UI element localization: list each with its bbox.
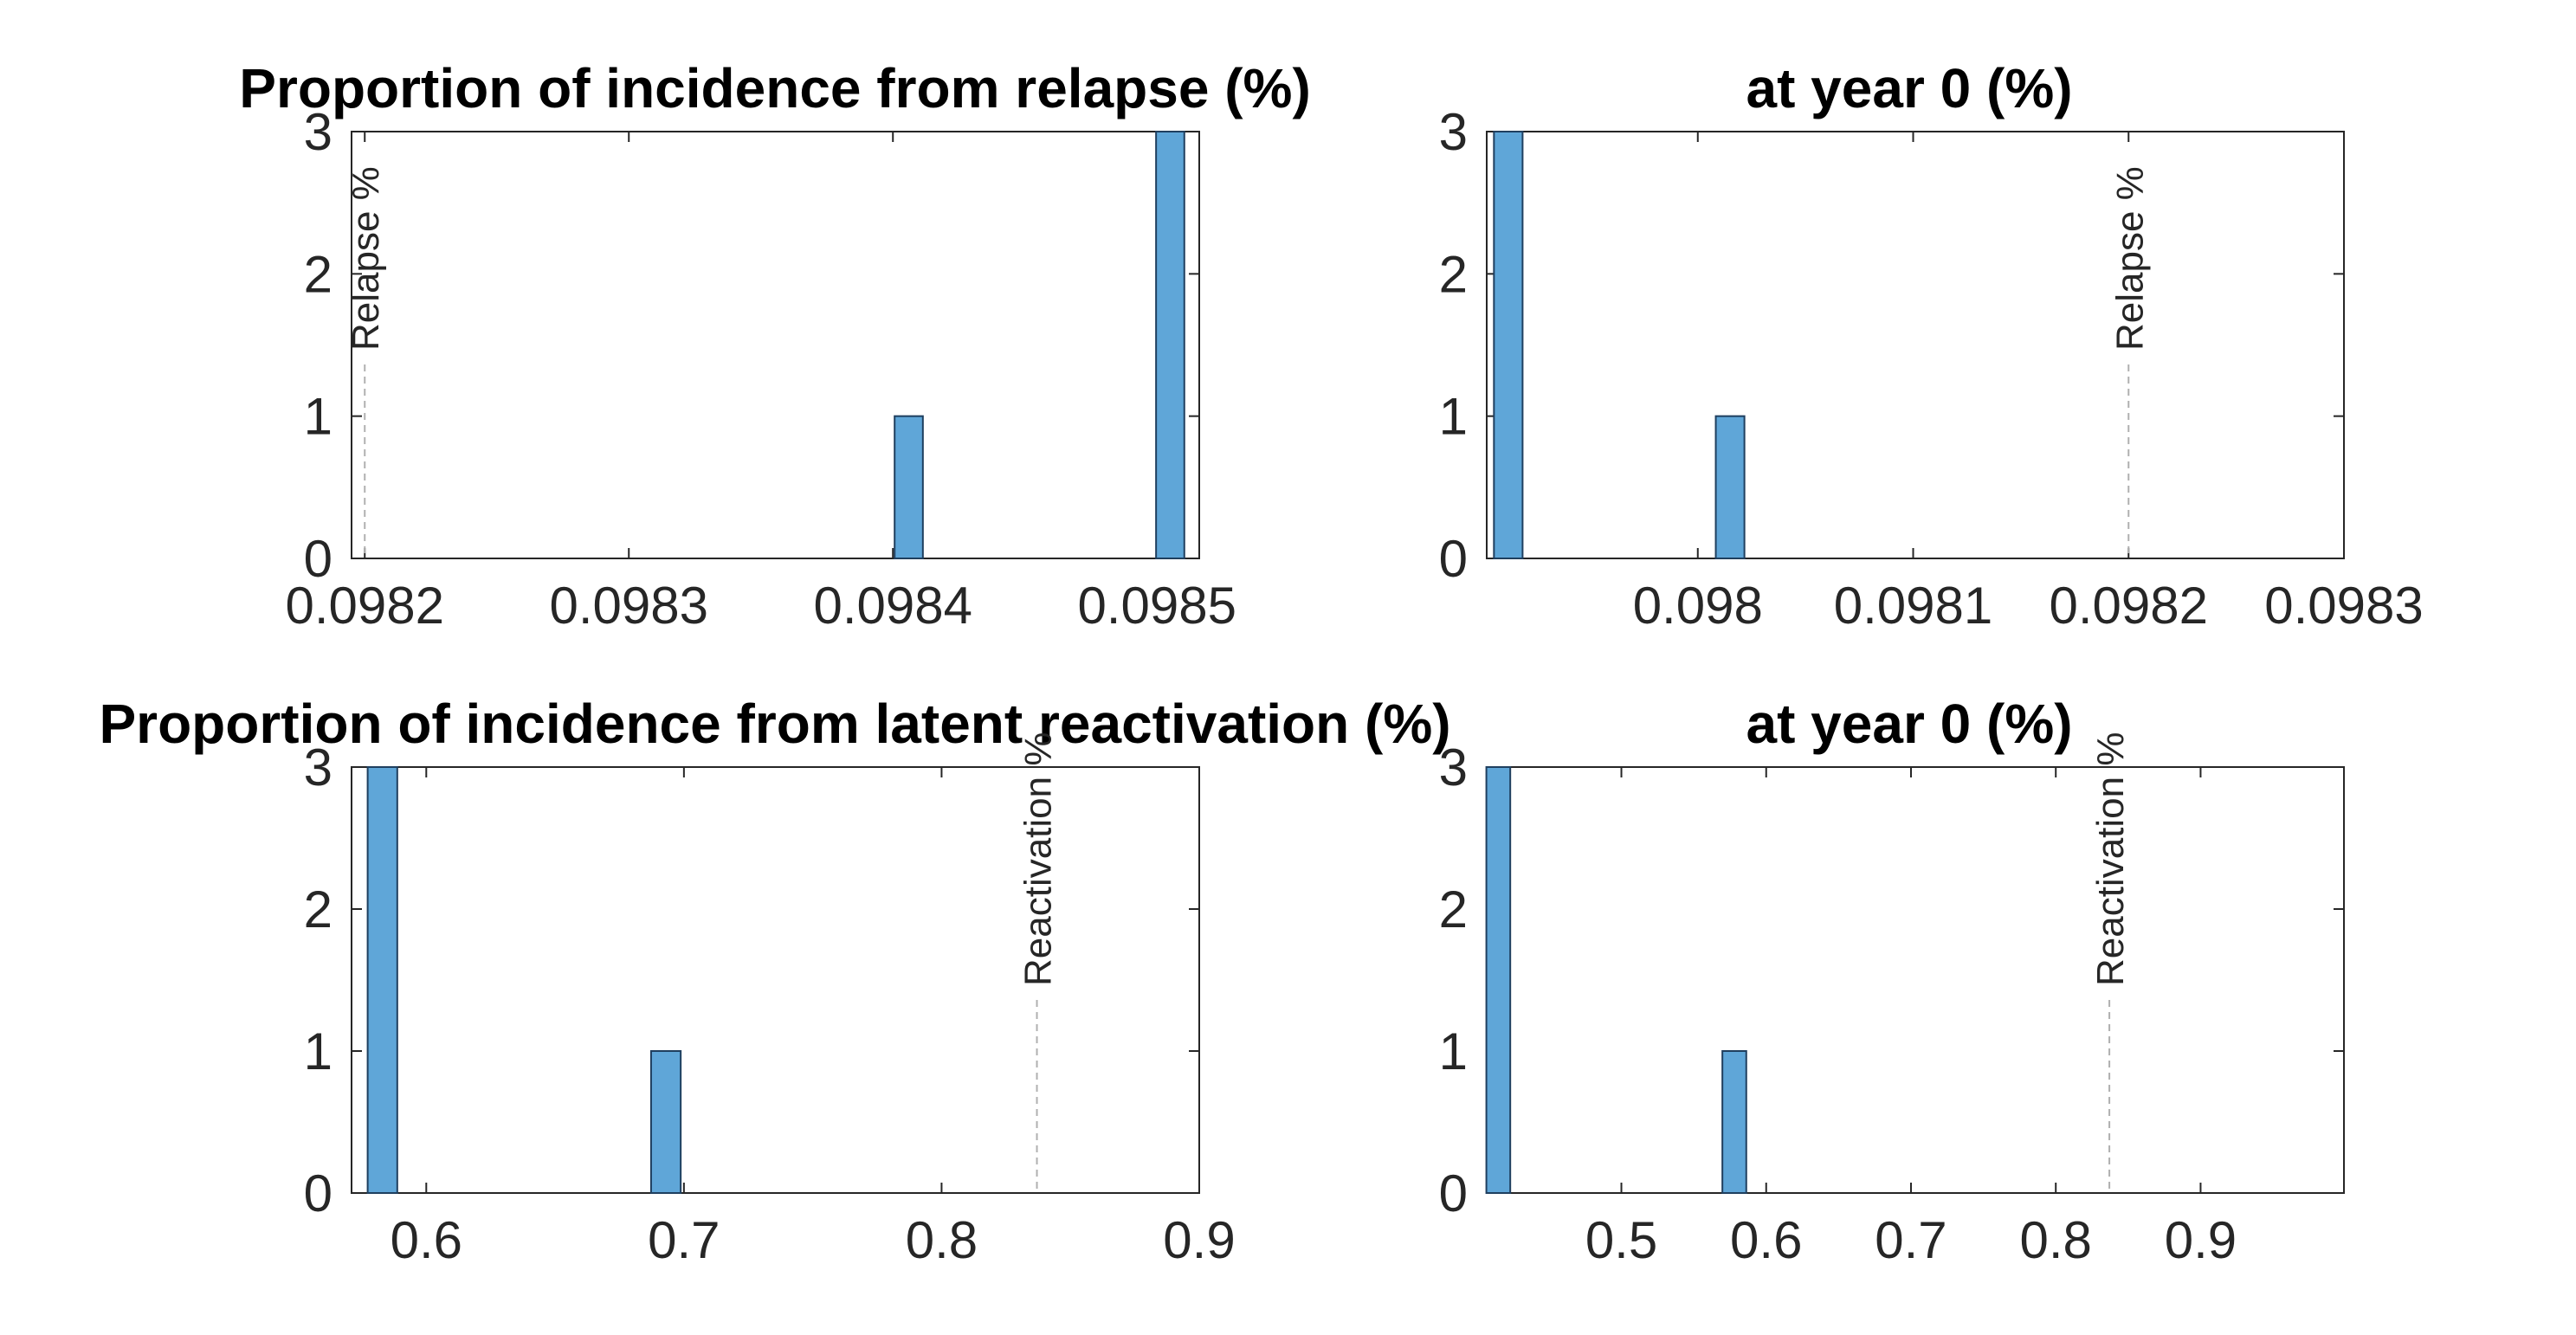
reference-label: Relapse % [345,166,387,351]
reference-label: Reactivation % [1017,732,1060,986]
axes-box [1486,766,2345,1194]
y-tick-label: 2 [1439,880,1468,938]
chart-title: at year 0 (%) [1746,57,2072,119]
y-tick-label: 1 [304,1022,332,1080]
subplot-reactivation-year0: at year 0 (%) 0 1 2 3 0.5 0.6 0.7 0.8 0.9 Reactiva… [1439,693,2345,1269]
y-tick-label: 0 [1439,1164,1468,1222]
y-tick-label: 3 [1439,103,1468,161]
y-tick-label: 2 [1439,245,1468,303]
chart-title: Proportion of incidence from relapse (%) [239,57,1311,119]
axes-box [351,131,1200,559]
x-tick-label: 0.0981 [1834,577,1993,635]
x-tick-label: 0.0983 [2264,577,2424,635]
y-tick-label: 3 [304,738,332,796]
x-tick-label: 0.5 [1585,1211,1657,1269]
y-tick-label: 0 [304,530,332,588]
histogram-bar [649,1050,682,1194]
subplot-reactivation: Proportion of incidence from latent reac… [99,693,1450,1269]
x-tick-label: 0.0985 [1077,577,1236,635]
x-tick-label: 0.7 [1875,1211,1947,1269]
x-tick-label: 0.0984 [813,577,972,635]
x-tick-label: 0.0983 [549,577,708,635]
axes-box [351,766,1200,1194]
reference-label: Relapse % [2108,166,2151,351]
histogram-bar [366,766,398,1194]
x-tick-label: 0.7 [648,1211,720,1269]
y-tick-label: 2 [304,245,332,303]
x-tick-label: 0.0982 [285,577,444,635]
chart-title: Proportion of incidence from latent reac… [99,693,1450,755]
histogram-bar [1155,131,1185,559]
x-tick-label: 0.6 [1730,1211,1802,1269]
x-tick-label: 0.6 [391,1211,462,1269]
x-tick-label: 0.9 [1163,1211,1235,1269]
x-tick-label: 0.8 [906,1211,978,1269]
y-tick-label: 0 [304,1164,332,1222]
axes-box [1486,131,2345,559]
subplot-relapse-year0: at year 0 (%) 0 1 2 3 0.098 0.0981 0.0982 0.0983… [1439,57,2424,635]
histogram-bar [1721,1050,1747,1194]
chart-title: at year 0 (%) [1746,693,2072,755]
y-tick-label: 3 [1439,738,1468,796]
y-tick-label: 3 [304,103,332,161]
y-tick-label: 1 [1439,1022,1468,1080]
histogram-bar [1493,131,1524,559]
x-tick-label: 0.9 [2165,1211,2237,1269]
x-tick-label: 0.0982 [2049,577,2208,635]
histogram-bar [1714,415,1746,559]
x-tick-label: 0.098 [1633,577,1763,635]
subplot-relapse: Proportion of incidence from relapse (%)… [239,57,1311,635]
y-tick-label: 1 [304,388,332,446]
y-tick-label: 2 [304,880,332,938]
histogram-bar [1485,766,1512,1194]
y-tick-label: 1 [1439,388,1468,446]
x-tick-label: 0.8 [2020,1211,2092,1269]
reference-label: Reactivation % [2089,732,2132,986]
histogram-bar [894,415,924,559]
y-tick-label: 0 [1439,530,1468,588]
